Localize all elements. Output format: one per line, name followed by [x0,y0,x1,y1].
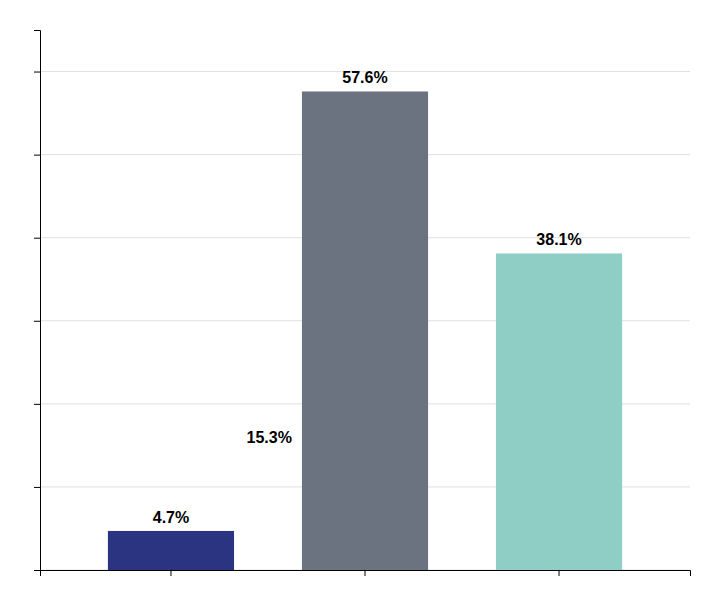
y-tick-mark [34,487,40,488]
data-label: 4.7% [153,509,189,526]
y-tick [34,570,40,571]
x-axis-line [41,571,691,577]
y-tick-mark [34,155,40,156]
bars [108,91,622,570]
x-tick-mark [559,570,560,576]
bar [496,253,622,570]
x-tick [170,570,171,576]
y-tick-mark [34,570,40,571]
x-tick-mark [365,570,366,576]
y-tick [34,238,40,239]
bar [108,531,234,570]
y-tick [34,72,40,73]
y-tick [34,321,40,322]
y-tick-mark [34,321,40,322]
y-tick-mark [34,72,40,73]
data-labels: 4.7% 57.6% 38.1% [153,69,582,525]
y-tick [34,487,40,488]
data-label: 38.1% [536,231,581,248]
chart-container: 4.7% 57.6% 38.1% 15.3% [0,0,720,600]
x-axis [41,570,691,576]
data-label: 57.6% [342,69,387,86]
annotation: 15.3% [247,429,292,446]
y-axis-line [34,31,41,571]
grid [40,72,690,570]
y-tick [34,404,40,405]
y-axis [34,31,41,571]
y-tick-mark [34,404,40,405]
chart-svg: 4.7% 57.6% 38.1% 15.3% [0,0,720,600]
y-tick [34,155,40,156]
x-tick [559,570,560,576]
x-tick-mark [170,570,171,576]
y-tick-mark [34,238,40,239]
bar [302,91,428,570]
x-tick [365,570,366,576]
